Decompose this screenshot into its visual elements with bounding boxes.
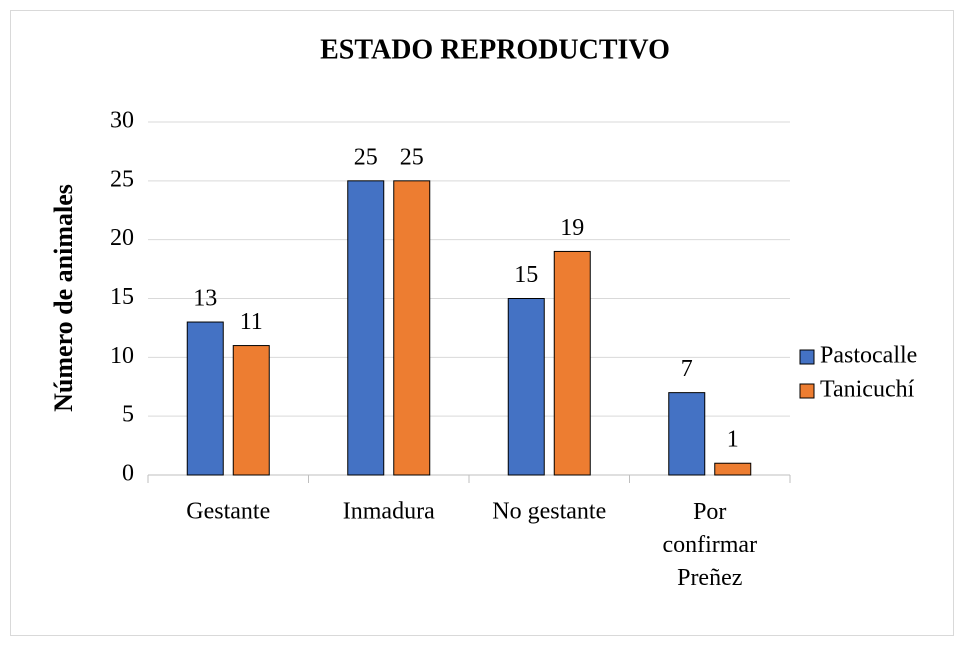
chart-border: [10, 10, 954, 636]
value-label: 11: [240, 309, 263, 335]
y-tick-label: 30: [110, 108, 134, 134]
legend-label: Tanicuchí: [820, 377, 915, 403]
y-tick-label: 20: [110, 225, 134, 251]
y-tick-label: 5: [122, 402, 134, 428]
value-label: 13: [193, 286, 217, 312]
bar: [553, 250, 591, 476]
y-tick-label: 10: [110, 343, 134, 369]
value-label: 19: [560, 215, 584, 241]
bar: [507, 298, 545, 476]
y-tick-label: 15: [110, 284, 134, 310]
value-label: 25: [400, 144, 424, 170]
legend-label: Pastocalle: [820, 343, 917, 369]
legend-swatch: [799, 383, 815, 399]
value-label: 25: [354, 144, 378, 170]
value-label: 15: [514, 262, 538, 288]
bar: [714, 462, 752, 476]
y-axis-label: Número de animales: [49, 184, 78, 412]
chart-title: ESTADO REPRODUCTIVO: [320, 34, 670, 65]
bar: [393, 180, 431, 476]
y-tick-label: 0: [122, 461, 134, 487]
y-tick-label: 25: [110, 166, 134, 192]
x-tick-label: Inmadura: [343, 499, 435, 525]
value-label: 7: [681, 356, 693, 382]
bar: [232, 345, 270, 476]
legend-swatch: [799, 349, 815, 365]
bar: [347, 180, 385, 476]
x-tick-label: No gestante: [492, 499, 606, 525]
bar: [668, 392, 706, 476]
x-tick-label: Gestante: [186, 499, 270, 525]
x-tick-label: Por confirmar Preñez: [662, 499, 757, 591]
value-label: 1: [727, 427, 739, 453]
bar: [186, 321, 224, 476]
